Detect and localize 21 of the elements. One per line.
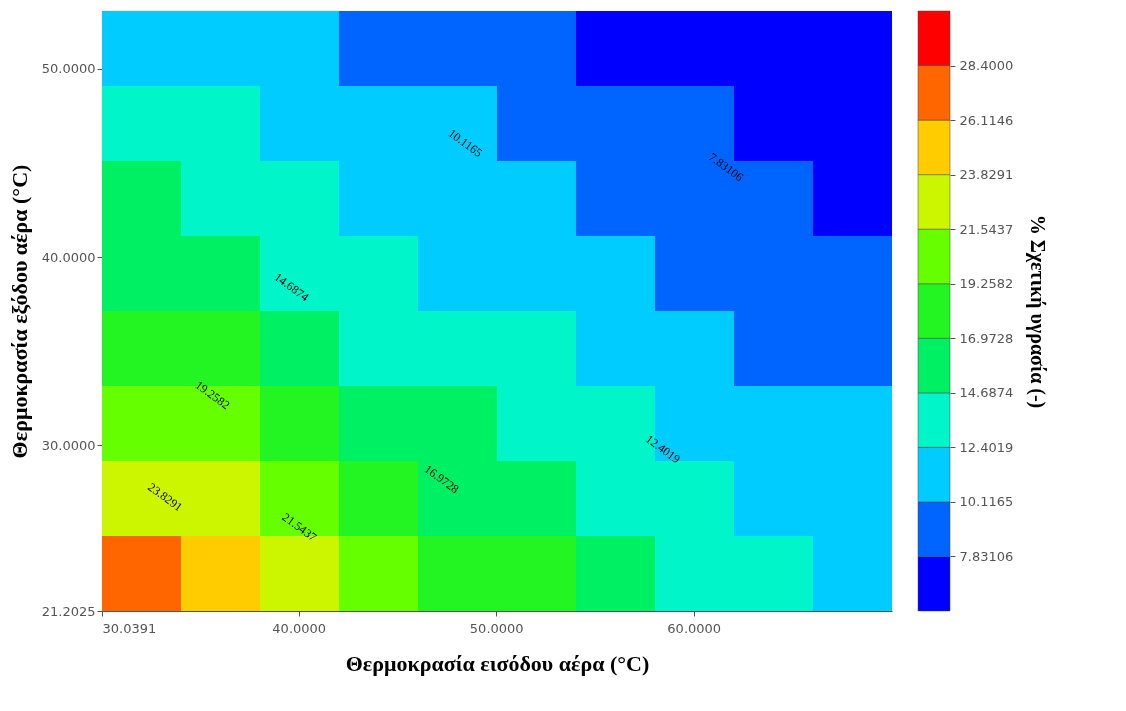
color-bar-label: 19.2582 [959,276,1014,292]
color-bar-label: 23.8291 [959,167,1014,183]
x-tick-label: 50.0000 [469,620,524,636]
color-bar-label: 21.5437 [959,221,1014,237]
color-bar-label: 14.6874 [959,385,1014,401]
y-tick-label: 21.2025 [41,603,96,619]
color-bar-label: 7.83106 [959,548,1014,564]
x-axis-title: Θερμοκρασία εισόδου αέρα (°C) [345,650,650,676]
x-tick-label: 60.0000 [667,620,722,636]
y-tick-label: 30.0000 [41,437,96,453]
x-tick-label: 40.0000 [272,620,327,636]
color-bar-label: 12.4019 [959,439,1014,455]
y-tick-label: 40.0000 [41,249,96,265]
color-bar-label: 10.1165 [959,494,1014,510]
color-bar-label: 26.1146 [959,112,1014,128]
color-bar-label: 16.9728 [959,330,1014,346]
color-bar-label: 28.4000 [959,58,1014,74]
y-axis-title: Θερμοκρασία εξόδου αέρα (°C) [6,164,32,459]
color-bar-title: % Σχετική υγρασία (-) [1026,214,1050,409]
x-tick-label: 30.0391 [102,620,157,636]
y-tick-label: 50.0000 [41,61,96,77]
